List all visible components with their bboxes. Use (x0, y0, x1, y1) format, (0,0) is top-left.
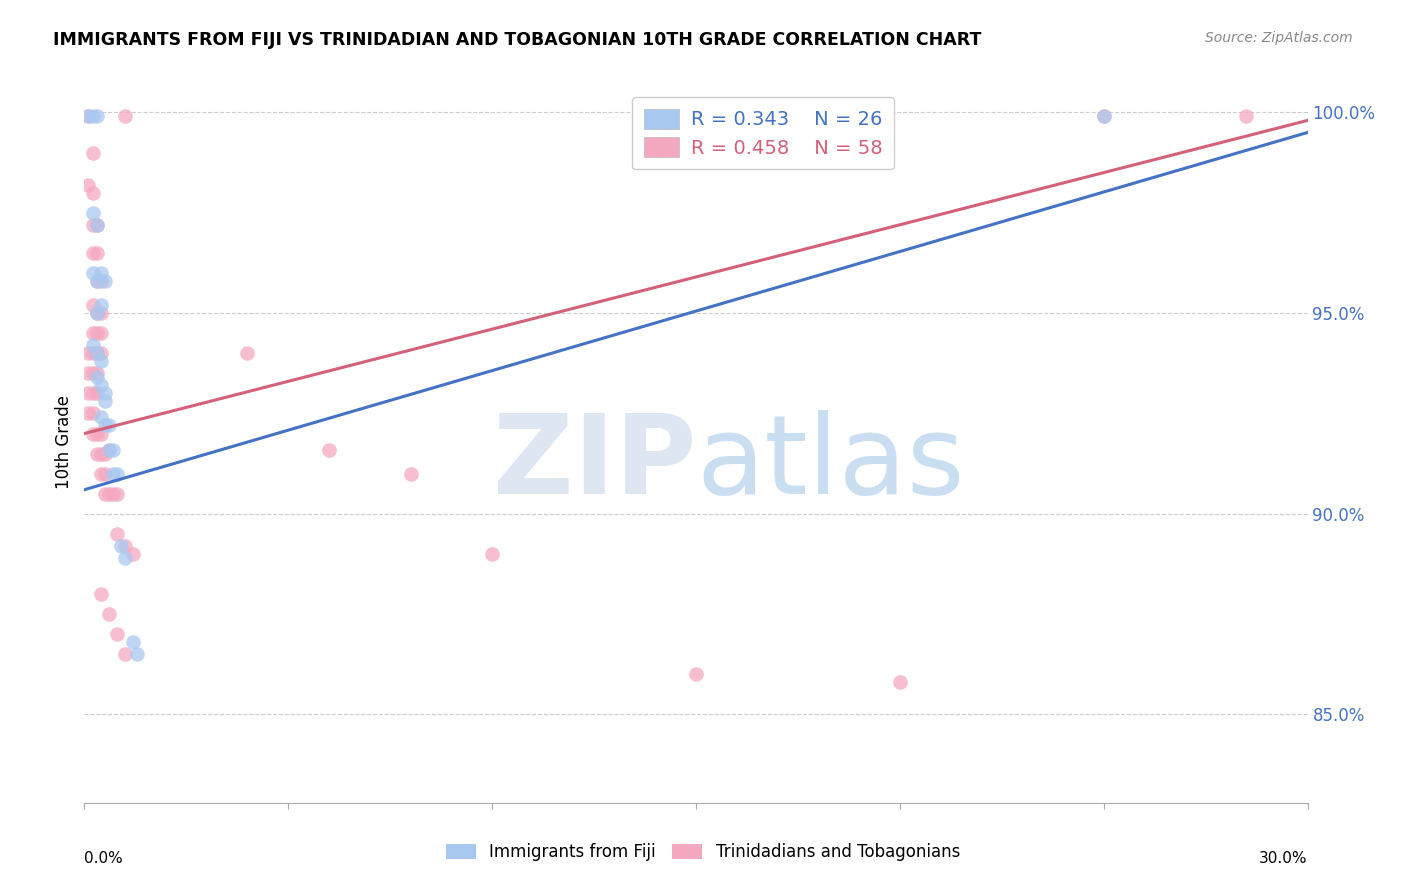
Point (93, 487, 115, 501)
Point (90, 354, 112, 368)
Point (86, 446, 108, 460)
Text: ZIP: ZIP (492, 409, 696, 516)
Point (90, 274, 112, 288)
Point (82, 145, 104, 160)
Point (77, 407, 100, 421)
Point (86, 370, 108, 384)
Text: Source: ZipAtlas.com: Source: ZipAtlas.com (1205, 31, 1353, 45)
Point (90, 306, 112, 320)
Legend: Immigrants from Fiji, Trinidadians and Tobagonians: Immigrants from Fiji, Trinidadians and T… (439, 837, 967, 868)
Point (122, 635, 145, 649)
Point (114, 539, 136, 553)
Point (82, 338, 104, 352)
Point (318, 442, 340, 457)
Legend: R = 0.343    N = 26, R = 0.458    N = 58: R = 0.343 N = 26, R = 0.458 N = 58 (633, 97, 894, 169)
Point (105, 487, 128, 501)
Point (86, 426, 108, 441)
Point (236, 346, 259, 360)
Point (86, 274, 108, 288)
Point (86, 326, 108, 341)
Point (90, 298, 112, 312)
Text: 0.0%: 0.0% (84, 851, 124, 866)
Point (82, 407, 104, 421)
Point (685, 667, 707, 681)
Point (889, 675, 911, 690)
Point (86, 246, 108, 260)
Y-axis label: 10th Grade: 10th Grade (55, 394, 73, 489)
Point (82, 206, 104, 220)
Point (86, 274, 108, 288)
Point (114, 551, 136, 566)
Point (82, 218, 104, 232)
Point (90, 446, 112, 460)
Point (399, 467, 422, 481)
Point (90, 587, 112, 601)
Point (82, 266, 104, 280)
Point (77, 110, 100, 124)
Point (1092, 110, 1115, 124)
Point (101, 487, 124, 501)
Point (97, 607, 120, 622)
Point (86, 110, 108, 124)
Point (82, 326, 104, 341)
Point (77, 178, 100, 192)
Point (86, 218, 108, 232)
Point (1236, 110, 1258, 124)
Point (90, 378, 112, 392)
Point (105, 627, 128, 641)
Point (110, 539, 132, 553)
Point (93, 274, 115, 288)
Text: 30.0%: 30.0% (1260, 851, 1308, 866)
Point (90, 426, 112, 441)
Point (86, 346, 108, 360)
Point (114, 648, 136, 662)
Point (82, 246, 104, 260)
Point (101, 442, 124, 457)
Point (90, 326, 112, 341)
Point (82, 426, 104, 441)
Point (86, 306, 108, 320)
Text: atlas: atlas (696, 409, 965, 516)
Point (97, 418, 120, 433)
Point (97, 487, 120, 501)
Point (86, 306, 108, 320)
Point (105, 526, 128, 541)
Point (86, 218, 108, 232)
Point (93, 446, 115, 460)
Point (90, 410, 112, 425)
Point (82, 386, 104, 401)
Point (82, 298, 104, 312)
Point (481, 547, 503, 561)
Point (90, 467, 112, 481)
Point (77, 367, 100, 381)
Point (105, 467, 128, 481)
Point (82, 186, 104, 200)
Point (93, 394, 115, 409)
Point (82, 110, 104, 124)
Point (114, 110, 136, 124)
Point (77, 346, 100, 360)
Point (93, 418, 115, 433)
Point (122, 547, 145, 561)
Point (97, 442, 120, 457)
Point (93, 467, 115, 481)
Point (97, 442, 120, 457)
Point (90, 346, 112, 360)
Point (86, 386, 108, 401)
Point (127, 648, 149, 662)
Text: IMMIGRANTS FROM FIJI VS TRINIDADIAN AND TOBAGONIAN 10TH GRADE CORRELATION CHART: IMMIGRANTS FROM FIJI VS TRINIDADIAN AND … (53, 31, 981, 49)
Point (93, 386, 115, 401)
Point (82, 367, 104, 381)
Point (77, 110, 100, 124)
Point (82, 346, 104, 360)
Point (90, 266, 112, 280)
Point (1092, 110, 1115, 124)
Point (86, 346, 108, 360)
Point (86, 367, 108, 381)
Point (77, 386, 100, 401)
Point (101, 467, 124, 481)
